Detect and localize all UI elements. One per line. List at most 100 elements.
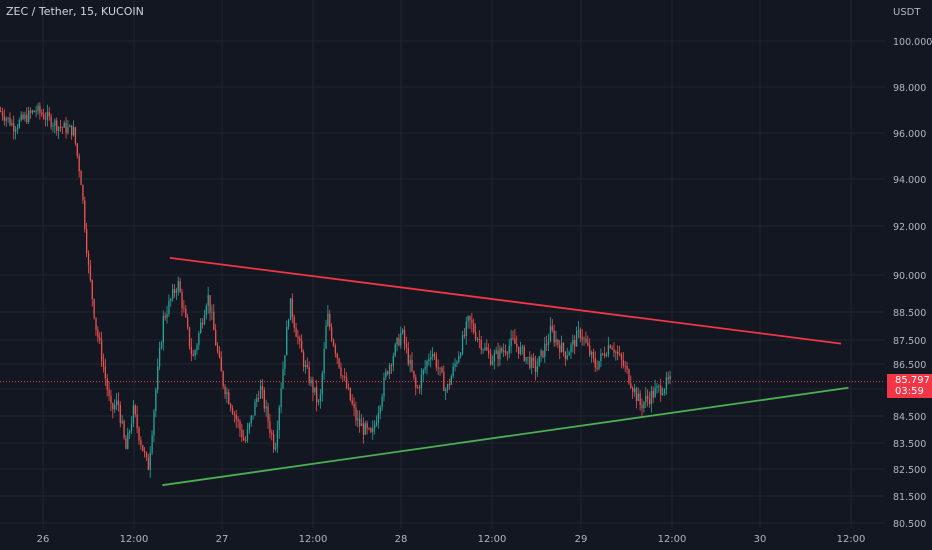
candle-body xyxy=(143,451,146,453)
candle-body xyxy=(71,125,73,136)
candle-body xyxy=(1,111,4,117)
candle-body xyxy=(63,122,65,128)
candle-body xyxy=(310,379,312,384)
candle-body xyxy=(136,414,138,428)
candle-body xyxy=(516,343,518,347)
candle-body xyxy=(46,112,49,120)
candle-body xyxy=(385,371,387,378)
candle-body xyxy=(370,428,372,433)
candle-body xyxy=(579,329,581,338)
candle-body xyxy=(22,114,24,119)
candle-body xyxy=(448,384,451,386)
candle-body xyxy=(656,386,658,388)
candle-body xyxy=(173,289,176,293)
price-axis-label: 94.000 xyxy=(893,175,926,186)
candle-body xyxy=(334,345,337,354)
support-trendline[interactable] xyxy=(162,386,849,487)
candle-body xyxy=(390,365,393,366)
candle-body xyxy=(364,423,366,435)
price-axis-label: 90.000 xyxy=(893,271,926,282)
candle-body xyxy=(347,387,350,389)
candle-body xyxy=(142,445,144,452)
price-axis-label: 87.500 xyxy=(893,336,926,347)
time-axis-label: 30 xyxy=(754,534,767,545)
candle-body xyxy=(411,360,413,371)
candle-body xyxy=(330,326,333,340)
candle-body xyxy=(87,253,90,266)
candle-body xyxy=(106,378,108,390)
candle-body xyxy=(388,365,391,374)
candle-body xyxy=(147,457,150,470)
candle-body xyxy=(342,375,344,377)
candle-body xyxy=(368,428,370,430)
candle-body xyxy=(125,437,127,450)
candle-body xyxy=(41,112,43,115)
candle-body xyxy=(273,434,275,450)
candle-body xyxy=(532,357,535,361)
candle-body xyxy=(609,345,611,348)
candle-body xyxy=(78,155,80,172)
candle-body xyxy=(293,317,295,328)
candle-body xyxy=(299,338,301,341)
candle-body xyxy=(577,329,580,332)
candle-body xyxy=(611,347,613,350)
candle-body xyxy=(286,326,288,356)
candle-body xyxy=(95,317,97,330)
candle-body xyxy=(547,341,550,345)
candle-body xyxy=(205,306,207,316)
candle-body xyxy=(544,343,546,358)
price-axis-label: 82.500 xyxy=(893,465,926,476)
candle-body xyxy=(76,143,78,156)
symbol-title[interactable]: ZEC / Tether, 15, KUCOIN xyxy=(6,5,144,18)
candle-body xyxy=(59,126,62,128)
candle-body xyxy=(428,359,430,361)
candle-body xyxy=(188,327,191,347)
candle-body xyxy=(353,404,355,408)
candle-body xyxy=(211,311,213,313)
last-price-value: 85.797 xyxy=(895,374,930,386)
candle-body xyxy=(57,126,60,132)
resistance-trendline[interactable] xyxy=(169,256,842,345)
candle-body xyxy=(226,392,228,395)
candle-body xyxy=(50,116,52,127)
candle-body xyxy=(424,367,426,370)
candle-body xyxy=(104,366,107,379)
candle-body xyxy=(499,348,501,360)
candle-body xyxy=(192,354,194,356)
candle-body xyxy=(158,348,161,367)
price-axis-label: 98.000 xyxy=(893,83,926,94)
candle-body xyxy=(446,384,449,391)
candle-body xyxy=(641,405,643,409)
price-axis-label: 92.000 xyxy=(893,222,926,233)
candle-body xyxy=(224,386,226,395)
candle-body xyxy=(16,127,19,130)
candle-body xyxy=(265,406,267,409)
candle-body xyxy=(196,344,198,351)
candle-body xyxy=(435,356,438,368)
candle-body xyxy=(454,363,456,367)
candle-body xyxy=(241,429,243,438)
candle-body xyxy=(112,403,114,410)
candle-body xyxy=(218,351,221,358)
candle-body xyxy=(618,354,621,355)
candle-body xyxy=(622,359,625,366)
candle-body xyxy=(114,405,116,410)
candle-body xyxy=(572,339,574,345)
candle-body xyxy=(44,118,47,120)
candle-body xyxy=(645,396,647,403)
candle-body xyxy=(35,111,37,112)
candle-body xyxy=(624,365,626,367)
candle-body xyxy=(566,355,568,360)
candle-body xyxy=(551,326,553,331)
candle-body xyxy=(594,358,596,368)
candle-body xyxy=(151,435,153,453)
candle-body xyxy=(263,389,265,409)
time-axis-label: 12:00 xyxy=(120,534,149,545)
candle-body xyxy=(252,415,254,417)
candle-body xyxy=(506,353,509,354)
candle-body xyxy=(130,423,133,432)
candle-body xyxy=(658,385,660,387)
candle-body xyxy=(652,390,654,398)
